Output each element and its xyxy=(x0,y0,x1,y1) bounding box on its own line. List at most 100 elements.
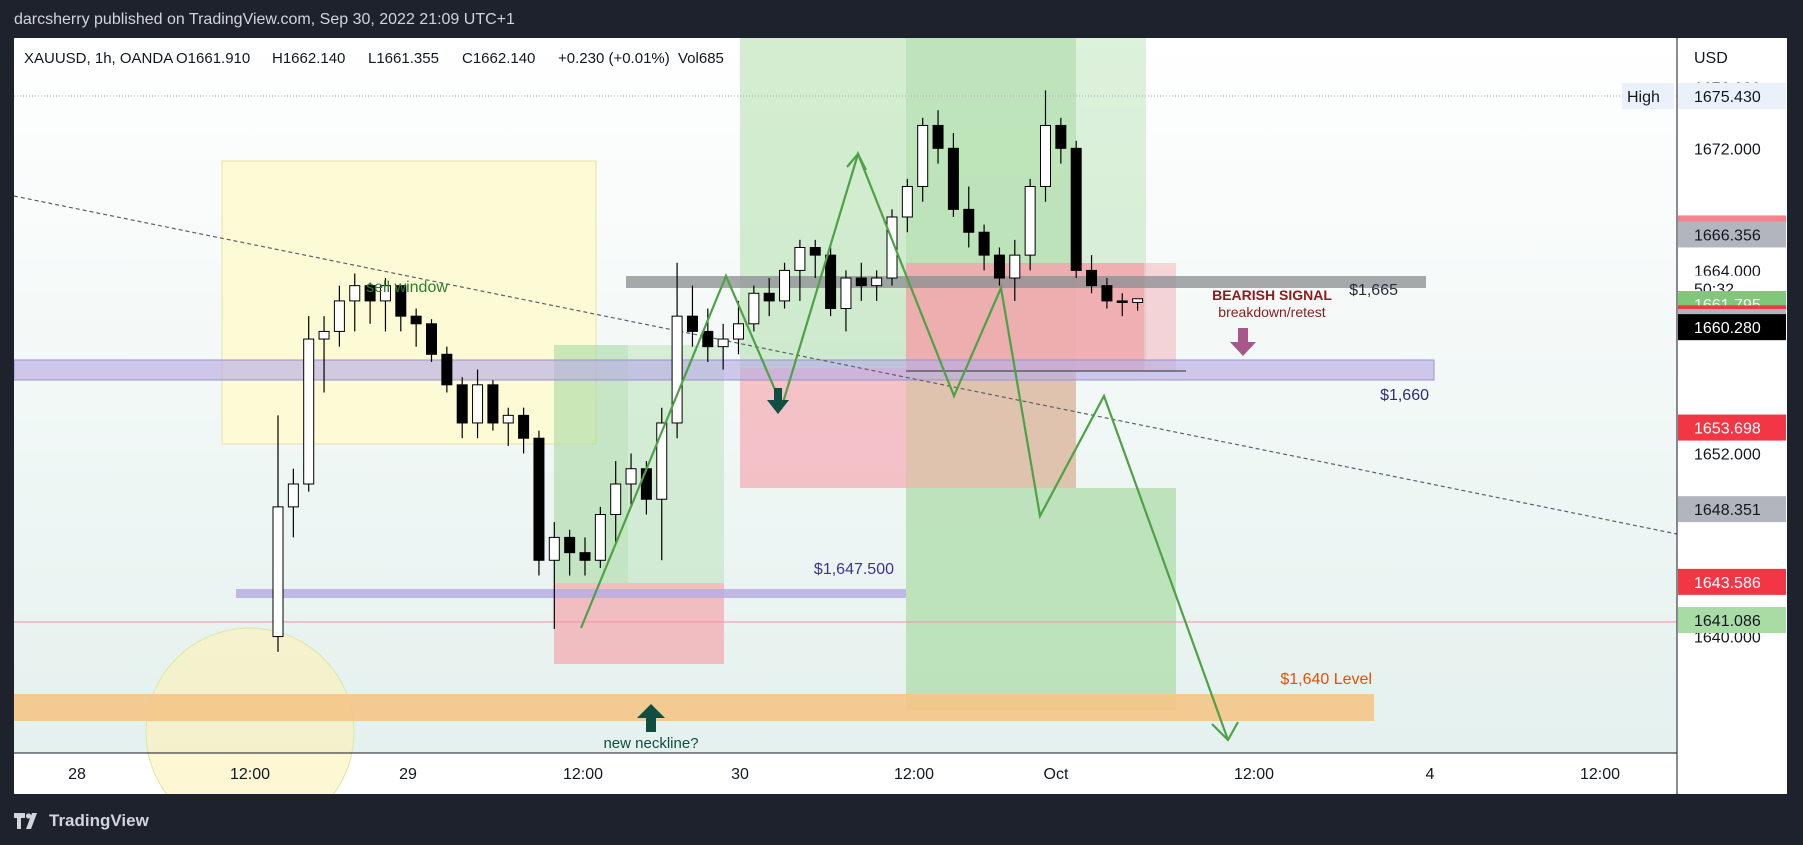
candle-body-bear xyxy=(395,285,407,317)
candle-body-bear xyxy=(947,147,959,210)
candle[interactable] xyxy=(748,285,760,332)
candle[interactable] xyxy=(441,346,453,393)
candle[interactable] xyxy=(733,300,744,355)
candle[interactable] xyxy=(548,522,560,629)
chart-frame: sell window BEARISH SIGNAL breakdown/retes… xyxy=(14,38,1787,794)
candle[interactable] xyxy=(1009,239,1021,301)
candle[interactable] xyxy=(518,407,530,454)
band-1660 xyxy=(14,359,1435,381)
candle[interactable] xyxy=(364,282,376,324)
candle[interactable] xyxy=(671,262,683,439)
candle-body-bear xyxy=(426,323,437,355)
candle[interactable] xyxy=(840,270,852,332)
candle[interactable] xyxy=(901,178,913,233)
candle-body-bull xyxy=(1132,298,1144,303)
label-level-1660: $1,660 xyxy=(1380,387,1429,404)
candle[interactable] xyxy=(1101,278,1113,309)
candle[interactable] xyxy=(594,506,606,568)
candle[interactable] xyxy=(287,468,299,538)
candle-body-bull xyxy=(656,422,668,500)
price-label-text: 1643.586 xyxy=(1694,575,1761,592)
candle-body-bear xyxy=(993,254,1005,279)
candle[interactable] xyxy=(1024,178,1036,271)
candle-body-bull xyxy=(625,468,637,485)
candle[interactable] xyxy=(809,239,821,279)
candle-body-bear xyxy=(1101,285,1113,302)
candle-body-bear xyxy=(855,277,867,287)
candle[interactable] xyxy=(502,407,514,446)
candle[interactable] xyxy=(1070,140,1082,279)
candle-body-bear xyxy=(825,254,837,310)
candle[interactable] xyxy=(825,247,837,317)
ohlc-value: O1661.910 xyxy=(176,50,250,67)
candle[interactable] xyxy=(456,377,468,439)
candle[interactable] xyxy=(272,415,284,652)
green-zone-upper-left xyxy=(740,38,906,368)
candle[interactable] xyxy=(318,316,330,393)
time-tick-label: 4 xyxy=(1426,766,1435,783)
candle[interactable] xyxy=(717,323,729,370)
price-label-bg xyxy=(1678,607,1786,633)
candle[interactable] xyxy=(886,209,898,286)
price-label: 1648.351 xyxy=(1678,496,1786,523)
candle-body-bull xyxy=(886,216,898,279)
time-tick-label: Oct xyxy=(1044,766,1069,783)
candle[interactable] xyxy=(1116,293,1128,317)
label-sell-window: sell window xyxy=(366,279,448,296)
band-1647 xyxy=(236,589,906,598)
candle[interactable] xyxy=(917,117,929,202)
candle[interactable] xyxy=(763,278,775,317)
candle[interactable] xyxy=(978,224,990,271)
ohlc-value: Vol685 xyxy=(678,50,724,67)
candle[interactable] xyxy=(932,110,944,164)
ohlc-value: XAUUSD, 1h, OANDA xyxy=(24,50,173,67)
label-new-neckline: new neckline? xyxy=(603,735,698,752)
candle[interactable] xyxy=(410,308,422,347)
price-label-text: 1660.280 xyxy=(1694,320,1761,337)
candle[interactable] xyxy=(855,262,867,301)
candle[interactable] xyxy=(472,369,484,439)
candle[interactable] xyxy=(1040,90,1051,202)
price-label: 1675.430 High xyxy=(1622,83,1786,109)
footer-bar: TradingView xyxy=(0,796,1803,845)
candle[interactable] xyxy=(564,529,576,576)
candle[interactable] xyxy=(533,430,545,576)
candle[interactable] xyxy=(333,285,345,347)
price-label-bg xyxy=(1678,414,1786,441)
candle[interactable] xyxy=(1055,117,1067,164)
candle-body-bull xyxy=(733,323,744,340)
candle[interactable] xyxy=(579,537,591,576)
candle[interactable] xyxy=(947,133,959,217)
candle[interactable] xyxy=(1086,255,1098,294)
candle[interactable] xyxy=(963,186,975,248)
candle-body-bull xyxy=(610,483,622,516)
candle[interactable] xyxy=(686,285,698,347)
candle-body-bear xyxy=(640,468,652,500)
price-label-bg xyxy=(1678,568,1786,595)
candle[interactable] xyxy=(779,262,791,309)
candle[interactable] xyxy=(871,270,883,301)
ohlc-value: +0.230 (+0.01%) xyxy=(558,50,670,67)
label-level-1647: $1,647.500 xyxy=(814,561,894,578)
candle-body-bear xyxy=(963,208,975,233)
candle-body-bear xyxy=(932,124,944,149)
candle[interactable] xyxy=(395,285,407,332)
candle[interactable] xyxy=(625,453,637,507)
chart-canvas[interactable]: sell window BEARISH SIGNALbreakdown/retes… xyxy=(14,38,1787,794)
candle[interactable] xyxy=(349,273,361,332)
tradingview-logo[interactable]: TradingView xyxy=(14,796,149,845)
green-target-zone xyxy=(906,488,1176,710)
ohlc-value: L1661.355 xyxy=(368,50,439,67)
candle-body-bull xyxy=(1024,185,1036,256)
candle[interactable] xyxy=(1132,298,1144,311)
label-level-1640: $1,640 Level xyxy=(1280,671,1372,688)
candle[interactable] xyxy=(426,319,437,362)
candle[interactable] xyxy=(610,461,622,546)
candle[interactable] xyxy=(379,278,391,332)
candle[interactable] xyxy=(303,316,315,492)
candle[interactable] xyxy=(487,380,499,431)
descending-trendline xyxy=(14,195,1678,535)
candle[interactable] xyxy=(993,247,1005,286)
candle[interactable] xyxy=(794,239,806,301)
time-tick-label: 12:00 xyxy=(563,766,603,783)
